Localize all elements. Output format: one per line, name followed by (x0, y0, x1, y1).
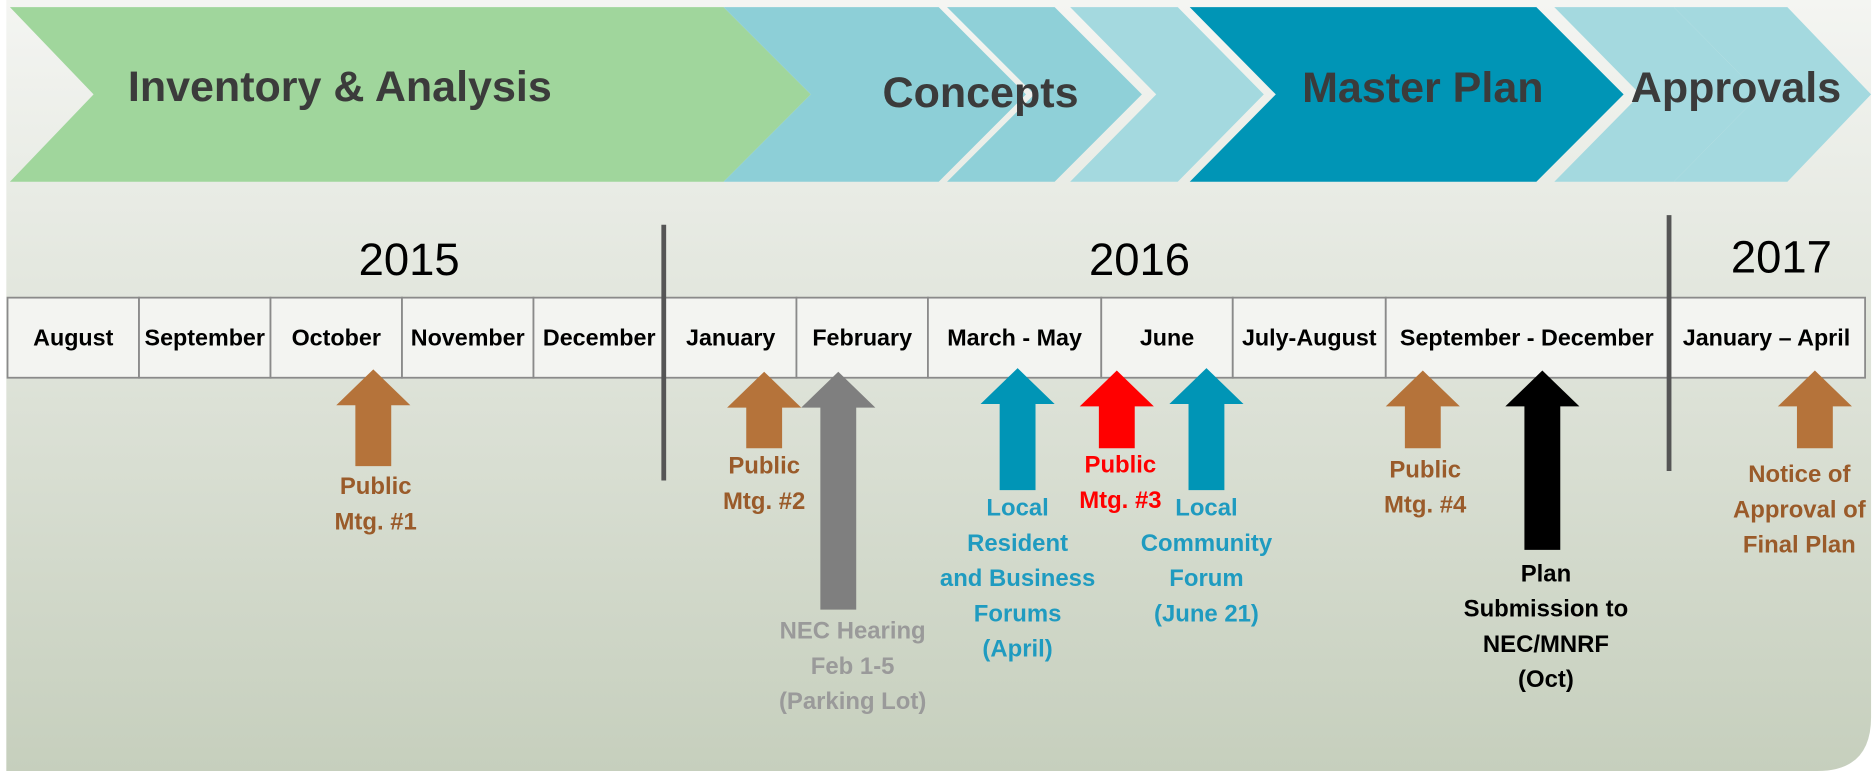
event-arrow (1777, 370, 1852, 449)
phase-chevron (1673, 7, 1872, 182)
month-row: August September October November December Ja… (6, 296, 1866, 379)
phase-bar (9, 7, 1872, 182)
event-label: Public (340, 473, 412, 500)
event-label: Local (986, 495, 1048, 522)
month-label: January (686, 325, 775, 351)
event-label: Plan (1521, 560, 1571, 587)
event-arrow (1505, 370, 1580, 550)
phase-label: Approvals (1631, 64, 1841, 112)
event-label: Local (1175, 495, 1237, 522)
phase-chevron (1189, 7, 1624, 182)
month-cell (532, 296, 666, 379)
month-cell (401, 296, 535, 379)
month-cell (795, 296, 929, 379)
event-arrow (336, 369, 411, 467)
event-arrow (980, 368, 1055, 491)
month-label: February (812, 325, 912, 351)
phase-chevron (947, 7, 1142, 182)
event-label: (Oct) (1518, 666, 1574, 693)
event-arrow (1169, 368, 1244, 491)
event-label: (June 21) (1154, 600, 1259, 627)
event-label: and Business (940, 565, 1095, 592)
event-label: Public (1085, 451, 1157, 478)
phase-chevron (723, 7, 1026, 182)
phase-chevron (1070, 7, 1264, 182)
events: Public Mtg. #1 Public Mtg. #2 NEC Hearing Feb… (335, 368, 1866, 715)
month-label: December (543, 325, 656, 351)
month-label: January – April (1683, 325, 1850, 351)
month-cell (927, 296, 1103, 379)
event-label: Mtg. #4 (1384, 492, 1467, 519)
event-label: Community (1141, 530, 1273, 557)
month-cell (269, 296, 403, 379)
month-label: October (292, 325, 381, 351)
event-label: NEC/MNRF (1483, 631, 1609, 658)
event-label: Public (728, 453, 800, 480)
month-label: July-August (1242, 325, 1377, 351)
month-label: March - May (947, 325, 1082, 351)
year-label: 2017 (1731, 232, 1832, 283)
event-label: Forum (1169, 565, 1243, 592)
month-label: September (145, 325, 265, 351)
event-label: NEC Hearing (780, 618, 926, 645)
month-label: August (33, 325, 113, 351)
phase-label: Inventory & Analysis (128, 63, 552, 111)
event-arrow (1385, 370, 1460, 449)
event-arrow (727, 371, 802, 449)
month-label: November (411, 325, 525, 351)
event-label: Final Plan (1743, 532, 1856, 559)
phase-label: Concepts (883, 69, 1079, 117)
event-label: Notice of (1748, 461, 1850, 488)
event-label: Mtg. #3 (1079, 487, 1161, 514)
event-label: Forums (974, 600, 1062, 627)
background (6, 0, 1872, 771)
event-label: (April) (982, 636, 1052, 663)
phase-chevron (9, 7, 811, 182)
event-label: (Parking Lot) (779, 688, 926, 715)
month-cell (664, 296, 798, 379)
month-cell (138, 296, 272, 379)
phase-label: Master Plan (1302, 64, 1543, 112)
month-cell (1100, 296, 1234, 379)
month-cell (6, 296, 140, 379)
event-label: Public (1389, 456, 1461, 483)
month-cell (1231, 296, 1387, 379)
event-label: Approval of (1733, 496, 1866, 523)
event-label: Resident (967, 530, 1068, 557)
event-label: Submission to (1464, 596, 1629, 623)
year-label: 2016 (1089, 234, 1190, 285)
event-label: Mtg. #2 (723, 488, 805, 515)
event-label: Mtg. #1 (335, 508, 417, 535)
event-arrow (1079, 370, 1154, 449)
month-label: June (1140, 325, 1194, 351)
event-label: Feb 1-5 (811, 653, 895, 680)
month-label: September - December (1400, 325, 1654, 351)
phase-chevron (1554, 7, 1760, 182)
event-arrow (801, 371, 876, 610)
year-label: 2015 (359, 234, 460, 285)
